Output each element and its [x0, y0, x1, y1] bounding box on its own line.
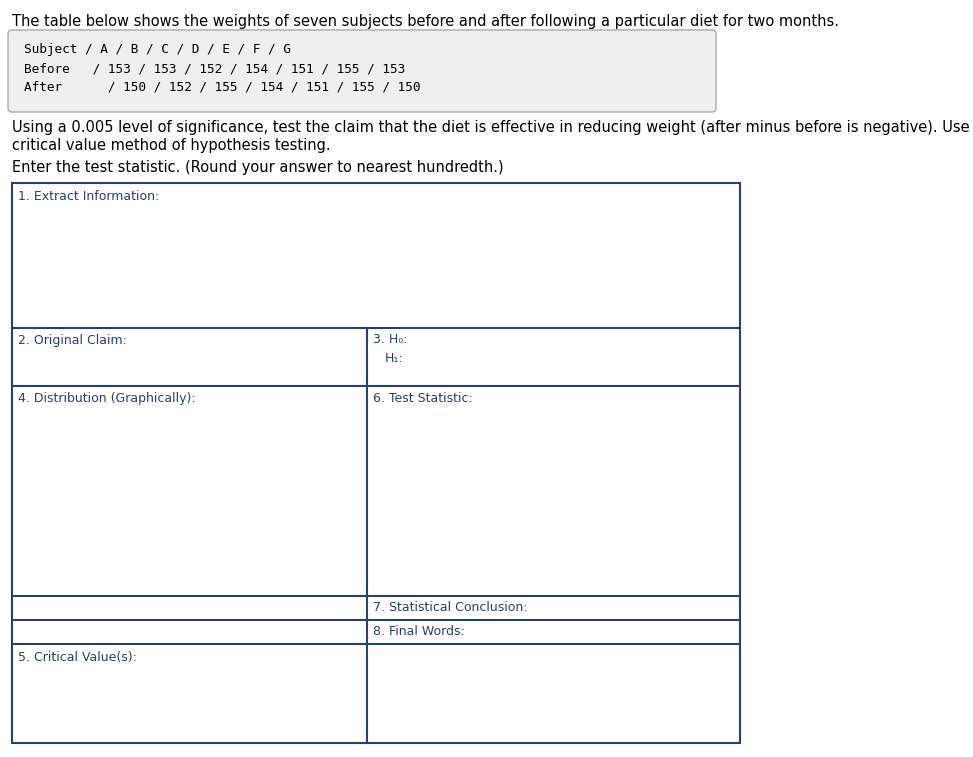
Text: 1. Extract Information:: 1. Extract Information:: [18, 190, 160, 203]
Text: Subject / A / B / C / D / E / F / G: Subject / A / B / C / D / E / F / G: [24, 43, 291, 56]
Text: critical value method of hypothesis testing.: critical value method of hypothesis test…: [12, 138, 331, 153]
Text: Using a 0.005 level of significance, test the claim that the diet is effective i: Using a 0.005 level of significance, tes…: [12, 120, 973, 135]
Text: 3. H₀:: 3. H₀:: [373, 333, 408, 346]
Text: H₁:: H₁:: [385, 352, 404, 365]
Text: 6. Test Statistic:: 6. Test Statistic:: [373, 392, 473, 405]
Text: 7. Statistical Conclusion:: 7. Statistical Conclusion:: [373, 601, 527, 614]
Text: 5. Critical Value(s):: 5. Critical Value(s):: [18, 651, 137, 664]
Bar: [12, 183, 740, 743]
Text: 4. Distribution (Graphically):: 4. Distribution (Graphically):: [18, 392, 196, 405]
Text: 8. Final Words:: 8. Final Words:: [373, 625, 465, 638]
Text: Enter the test statistic. (Round your answer to nearest hundredth.): Enter the test statistic. (Round your an…: [12, 160, 504, 175]
Text: Before   / 153 / 153 / 152 / 154 / 151 / 155 / 153: Before / 153 / 153 / 152 / 154 / 151 / 1…: [24, 62, 405, 75]
Text: After      / 150 / 152 / 155 / 154 / 151 / 155 / 150: After / 150 / 152 / 155 / 154 / 151 / 15…: [24, 81, 420, 94]
FancyBboxPatch shape: [8, 30, 716, 112]
Text: 2. Original Claim:: 2. Original Claim:: [18, 334, 126, 347]
Text: The table below shows the weights of seven subjects before and after following a: The table below shows the weights of sev…: [12, 14, 839, 29]
